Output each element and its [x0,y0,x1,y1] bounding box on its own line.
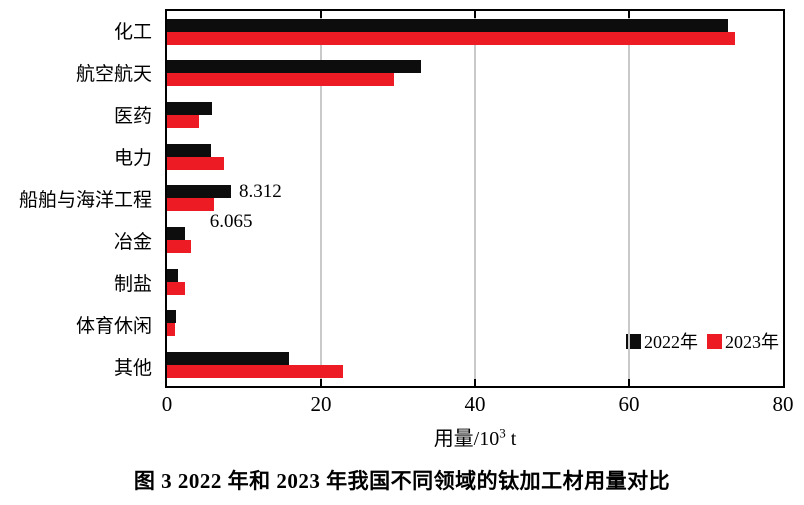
category-label: 医药 [113,105,152,127]
x-tick-label: 80 [772,392,794,416]
legend-swatch-2022 [626,333,641,349]
legend-swatch-2023 [707,333,722,349]
bar-2022 [167,268,178,282]
bar-2022 [167,101,212,115]
bar-2022 [167,143,211,157]
gridline [474,11,476,386]
x-axis-label-sup: 3 [499,425,506,441]
x-axis-label-base: 用量/10 [433,428,500,450]
gridline [628,11,630,386]
legend-label: 2023年 [725,332,779,352]
bar-2023 [167,73,395,87]
plot-area: 2022年 2023年 8.312 6.065 [165,9,785,388]
axis-tick [474,379,476,386]
category-label: 制盐 [113,274,152,296]
bar-2023 [167,323,175,337]
bar-2022 [167,310,177,324]
data-label: 8.312 [239,180,282,202]
figure-caption: 图 3 2022 年和 2023 年我国不同领域的钛加工材用量对比 [133,469,671,493]
category-label: 冶金 [113,232,152,254]
category-label: 航空航天 [75,63,152,85]
bar-2023 [167,198,214,212]
category-labels: 化工航空航天医药电力船舶与海洋工程冶金制盐体育休闲其他 [0,9,152,388]
bar-2023 [167,364,344,378]
axis-tick [474,11,476,18]
legend-label: 2022年 [644,332,698,352]
legend-item: 2023年 [707,328,779,354]
data-label: 6.065 [209,211,253,233]
bar-2022 [167,18,728,32]
x-tick-label: 40 [464,392,486,416]
x-tick-label: 20 [310,392,332,416]
legend-item: 2022年 [626,328,698,354]
bar-2022 [167,226,186,240]
bar-2023 [167,114,199,128]
bar-2023 [167,239,191,253]
gridline [320,11,322,386]
axis-tick [628,379,630,386]
x-axis-label-unit: t [510,428,517,450]
category-label: 电力 [113,147,152,169]
x-tick-label: 0 [161,392,173,416]
x-axis-label: 用量/103 t [165,422,785,451]
category-label: 体育休闲 [75,316,152,338]
bar-2022 [167,185,231,199]
category-label: 化工 [113,21,152,43]
bar-2023 [167,156,224,170]
axis-tick [320,11,322,18]
axis-tick [628,11,630,18]
bar-2023 [167,281,185,295]
category-label: 其他 [113,358,152,380]
category-label: 船舶与海洋工程 [18,189,152,211]
bar-2022 [167,351,289,365]
legend: 2022年 2023年 [626,328,779,354]
x-axis-ticks: 0 20 40 60 80 [162,392,794,418]
x-tick-label: 60 [618,392,640,416]
bar-2022 [167,60,422,74]
axis-tick [320,379,322,386]
bar-2023 [167,31,736,45]
